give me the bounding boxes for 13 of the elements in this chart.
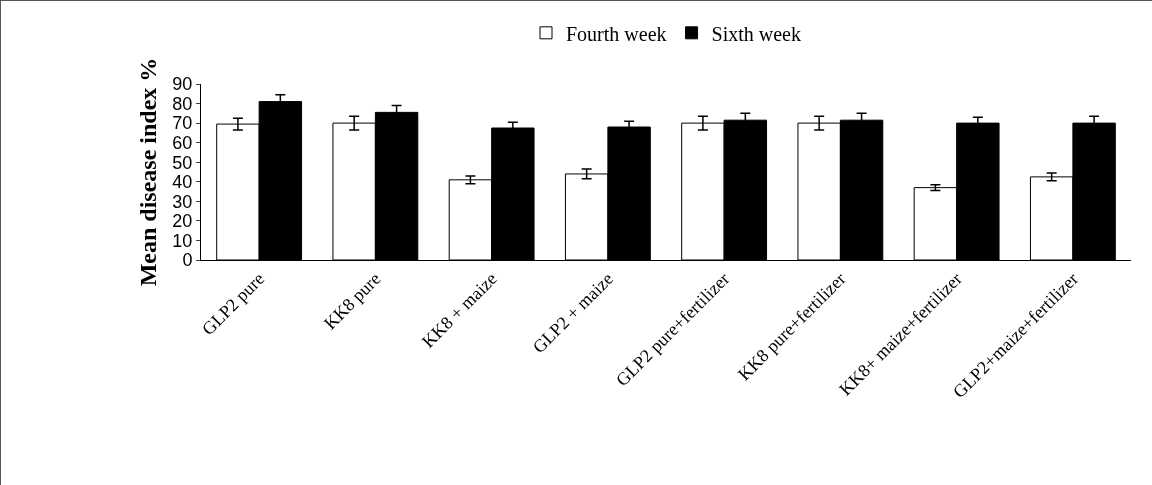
y-tick-label: 90 [172,74,193,95]
legend-label: Sixth week [711,22,801,45]
legend-label: Fourth week [566,22,667,45]
y-tick-label: 80 [172,93,193,114]
y-tick-label: 30 [172,191,193,212]
y-axis-title: Mean disease index % [135,57,162,287]
y-tick-label: 60 [172,132,193,153]
y-tick-label: 0 [182,250,193,271]
y-tick-label: 10 [172,230,193,251]
y-tick-label: 20 [172,211,193,232]
y-tick-label: 70 [172,113,193,134]
y-tick-label: 40 [172,172,193,193]
y-tick-label: 50 [172,152,193,173]
